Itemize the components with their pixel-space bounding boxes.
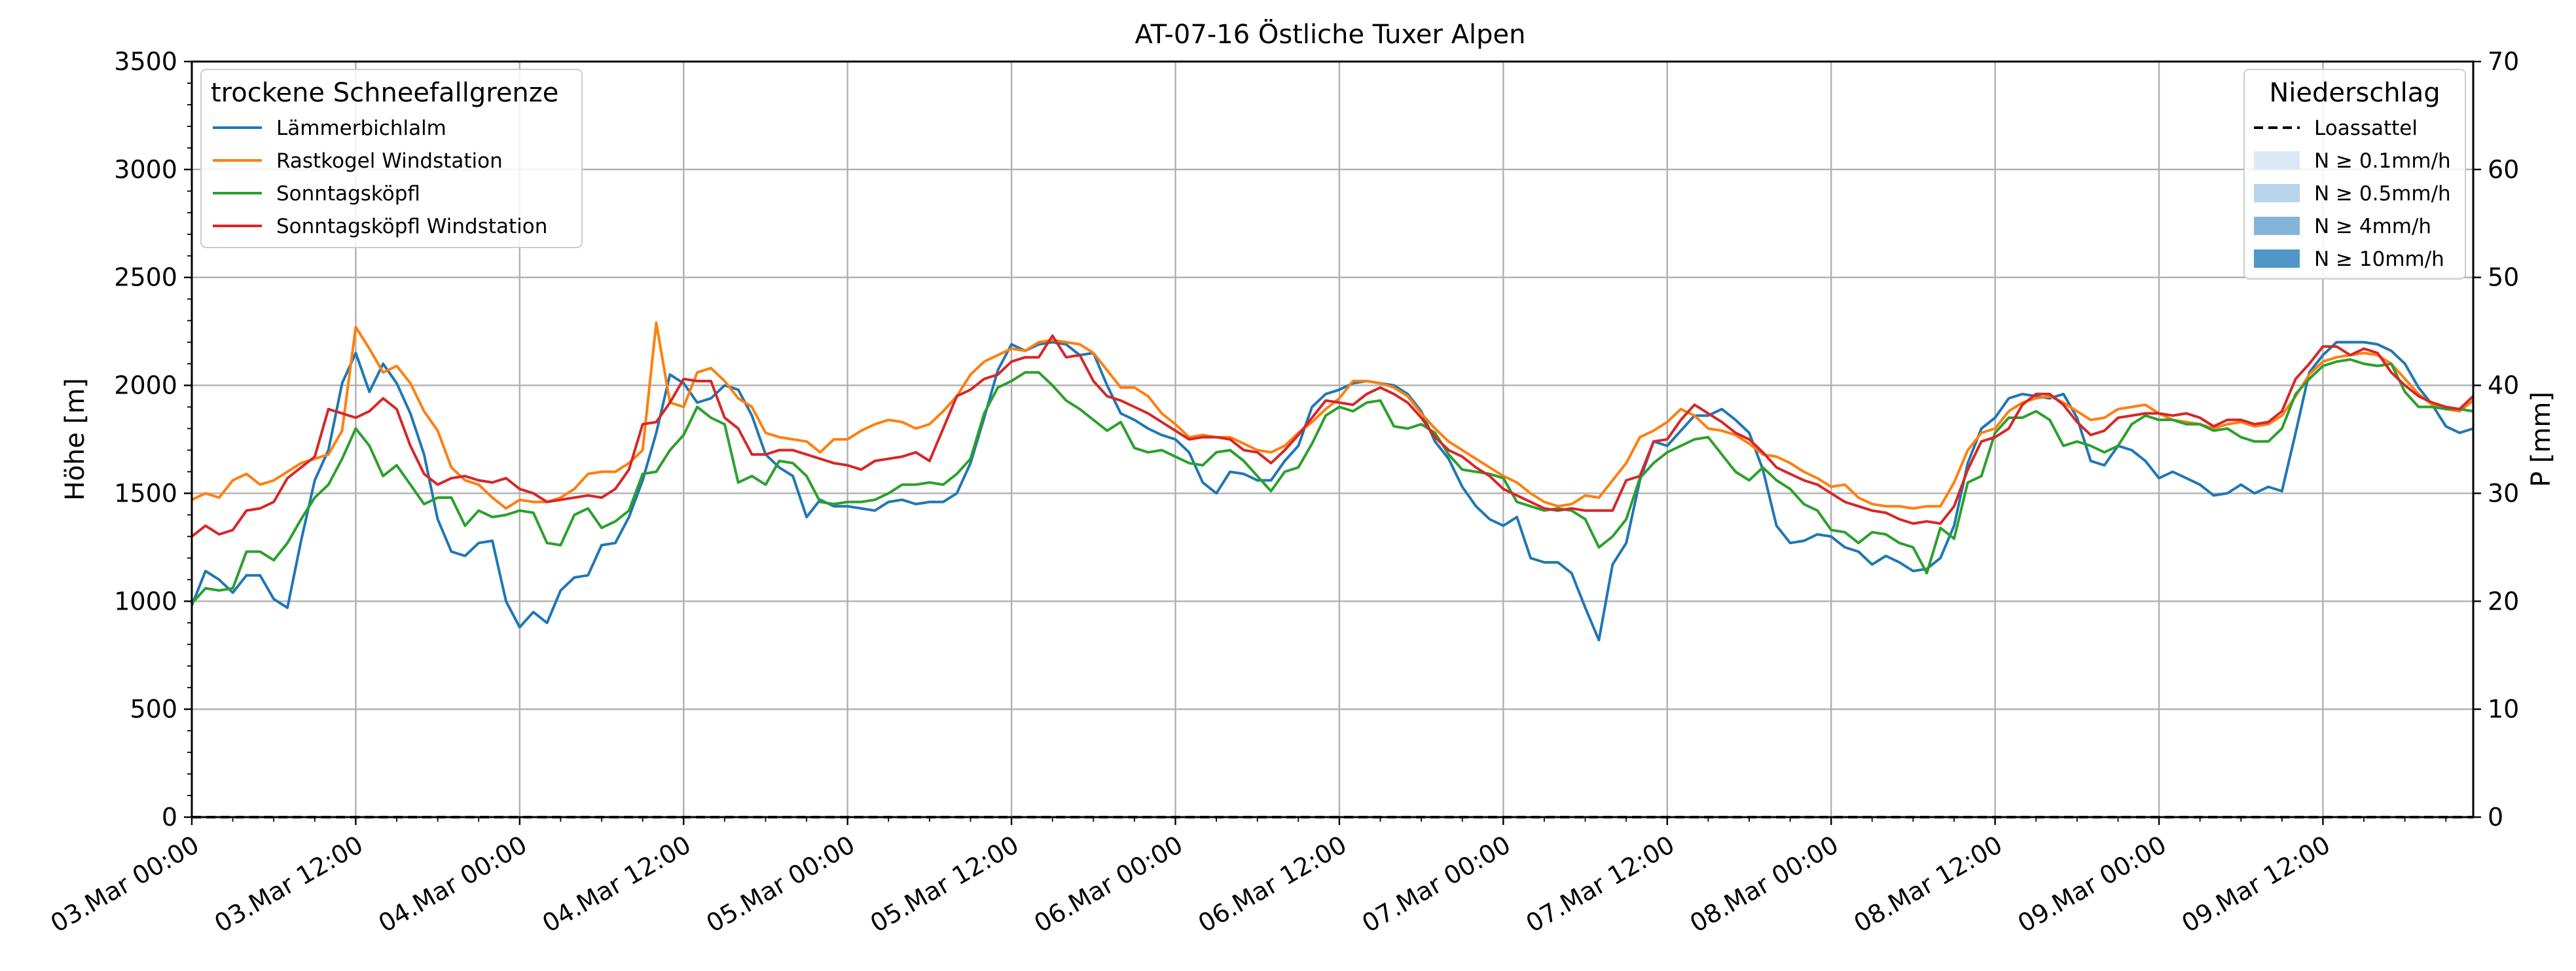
x-axis: 03.Mar 00:00 03.Mar 12:00 04.Mar 00:00 04.M…	[46, 817, 2447, 938]
y-tick-label: 1500	[114, 479, 177, 507]
y2-tick-label: 60	[2488, 155, 2519, 184]
y2-tick-label: 10	[2488, 695, 2519, 724]
y-axis-title: Höhe [m]	[60, 378, 90, 500]
legend-snowline: trockene Schneefallgrenze Lämmerbichlalm…	[200, 69, 583, 248]
y-tick-label: 500	[130, 695, 177, 724]
x-tick-label: 04.Mar 12:00	[537, 830, 696, 938]
y2-tick-label: 0	[2488, 803, 2503, 832]
legend-label: N ≥ 0.5mm/h	[2314, 182, 2451, 206]
series-lines	[190, 321, 2475, 642]
x-tick-label: 06.Mar 12:00	[1193, 830, 1352, 938]
y2-axis: 0 10 20 30 40 50 60 70	[2473, 47, 2519, 832]
y2-axis-title: P [mm]	[2526, 392, 2556, 487]
legend-label: Rastkogel Windstation	[276, 149, 503, 173]
x-tick-label: 09.Mar 12:00	[2177, 830, 2335, 938]
x-tick-label: 07.Mar 12:00	[1521, 830, 1680, 938]
x-tick-label: 05.Mar 12:00	[865, 830, 1024, 938]
legend-swatch	[2254, 217, 2300, 235]
y2-tick-label: 50	[2488, 263, 2519, 292]
x-tick-label: 03.Mar 12:00	[209, 830, 368, 938]
y-tick-label: 0	[162, 803, 177, 832]
series-line-2	[191, 321, 2475, 510]
chart-title: AT-07-16 Östliche Tuxer Alpen	[1134, 18, 1525, 50]
legend-swatch	[2254, 184, 2300, 202]
y-tick-label: 2500	[114, 263, 177, 292]
x-tick-label: 08.Mar 00:00	[1685, 830, 1843, 938]
legend-label: Sonntagsköpfl	[276, 182, 420, 206]
y-tick-label: 3000	[114, 155, 177, 184]
series-line-4	[190, 334, 2475, 538]
x-tick-label: 09.Mar 00:00	[2013, 830, 2171, 938]
legend-label: N ≥ 10mm/h	[2314, 247, 2444, 271]
legend-swatch	[2254, 249, 2300, 268]
legend-snowline-title: trockene Schneefallgrenze	[211, 78, 558, 108]
y-tick-label: 2000	[114, 371, 177, 400]
y-tick-label: 1000	[114, 587, 177, 615]
y-tick-label: 3500	[114, 47, 177, 76]
legend-label: N ≥ 0.1mm/h	[2314, 149, 2451, 173]
series-line-3	[190, 358, 2474, 604]
y-axis: 0 500 1000 1500 2000 2500 3000 3500	[114, 47, 192, 832]
y2-tick-label: 30	[2488, 479, 2519, 507]
x-tick-label: 06.Mar 00:00	[1029, 830, 1188, 938]
x-tick-label: 03.Mar 00:00	[46, 830, 204, 938]
legend-label: Lämmerbichlalm	[276, 117, 446, 140]
legend-label: N ≥ 4mm/h	[2314, 215, 2431, 238]
legend-precipitation: Niederschlag Loassattel N ≥ 0.1mm/h N ≥ 0.…	[2243, 69, 2466, 280]
x-tick-label: 05.Mar 00:00	[701, 830, 860, 938]
legend-label: Loassattel	[2314, 117, 2418, 140]
y2-tick-label: 40	[2488, 371, 2519, 400]
plot-frame	[190, 60, 2475, 818]
legend-label: Sonntagsköpfl Windstation	[276, 215, 547, 238]
y2-tick-label: 20	[2488, 587, 2519, 615]
x-tick-label: 08.Mar 12:00	[1849, 830, 2007, 938]
legend-swatch	[2254, 151, 2300, 170]
legend-precipitation-title: Niederschlag	[2269, 78, 2440, 108]
x-tick-label: 04.Mar 00:00	[374, 830, 532, 938]
x-tick-label: 07.Mar 00:00	[1357, 830, 1515, 938]
series-line-1	[190, 340, 2474, 642]
y2-tick-label: 70	[2488, 47, 2519, 76]
